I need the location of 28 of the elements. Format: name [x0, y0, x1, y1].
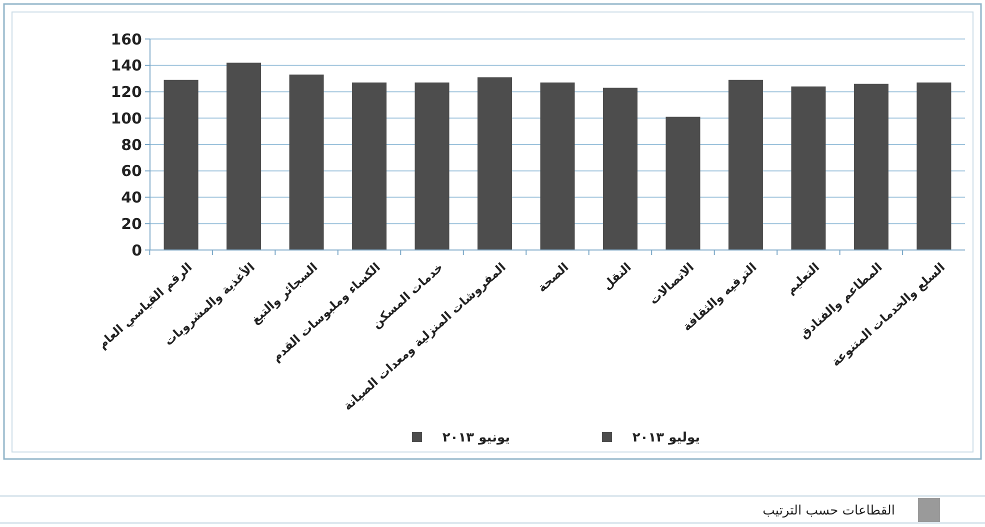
bar	[791, 86, 826, 250]
y-tick-label: 80	[121, 136, 142, 154]
y-tick-label: 0	[132, 241, 142, 260]
x-tick-label: التعليم	[783, 260, 822, 297]
y-tick-label: 60	[121, 162, 142, 180]
x-tick-label: الصحة	[534, 260, 572, 295]
bar	[414, 82, 450, 250]
bar	[666, 116, 700, 250]
bar	[540, 82, 575, 250]
legend-label: يوليو ٢٠١٣	[632, 430, 700, 446]
bar	[164, 80, 198, 250]
bar	[728, 80, 763, 250]
text: القطاعات حسب الترتيب	[762, 504, 895, 519]
y-tick-label: 120	[110, 83, 142, 101]
bar	[478, 77, 512, 250]
bar	[854, 84, 888, 250]
y-tick-label: 20	[121, 214, 142, 233]
bar	[916, 82, 952, 250]
y-tick-label: 160	[110, 30, 142, 48]
y-tick-label: 100	[110, 109, 142, 128]
bar	[602, 88, 638, 250]
y-tick-label: 140	[110, 56, 142, 75]
bar	[352, 82, 387, 250]
bar	[226, 62, 262, 250]
legend-label: يونيو ٢٠١٣	[442, 430, 510, 446]
bar	[289, 74, 324, 250]
y-tick-label: 40	[121, 188, 142, 206]
x-tick-label: النقل	[600, 260, 634, 292]
